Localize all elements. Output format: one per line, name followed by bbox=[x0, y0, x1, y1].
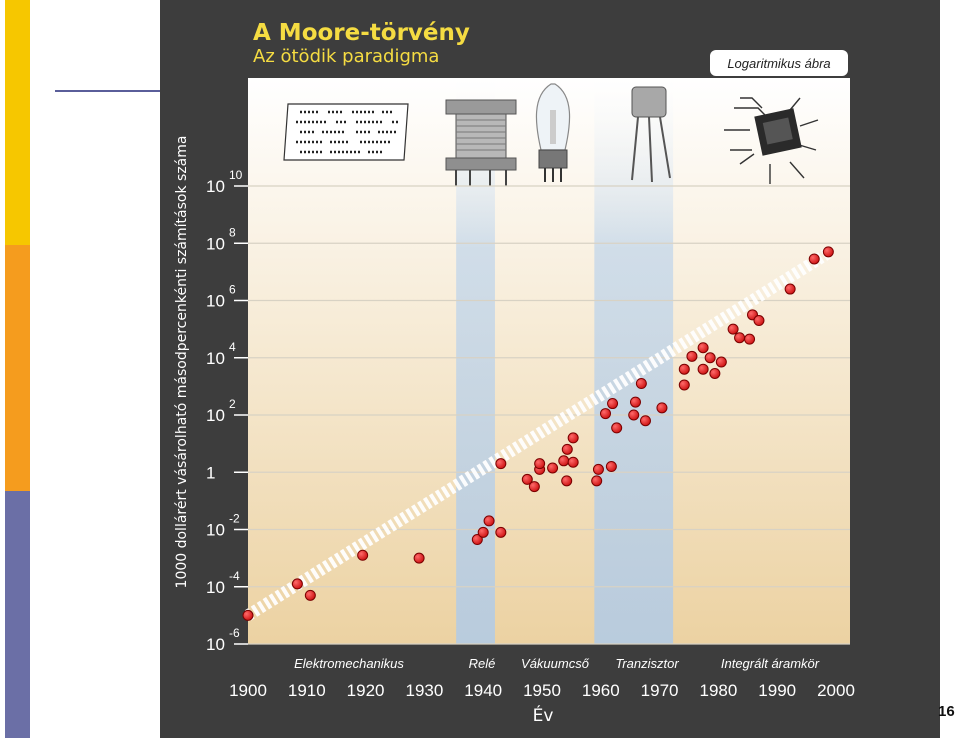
log-note: Logaritmikus ábra bbox=[727, 56, 830, 71]
x-tick-label: 1900 bbox=[229, 681, 267, 700]
data-point bbox=[629, 396, 641, 408]
x-tick-label: 1930 bbox=[405, 681, 443, 700]
y-tick-label: 10 bbox=[206, 406, 225, 425]
data-point bbox=[635, 378, 647, 390]
x-axis-title: Év bbox=[533, 704, 554, 726]
data-point bbox=[628, 409, 640, 421]
y-tick-label: 1 bbox=[206, 463, 215, 482]
y-tick-exponent: -4 bbox=[229, 569, 240, 583]
page-number: 16 bbox=[938, 703, 955, 720]
punch-card-illustration bbox=[283, 103, 409, 161]
data-point bbox=[561, 443, 573, 455]
accent-stripe-purple bbox=[5, 491, 30, 738]
data-point bbox=[534, 458, 546, 470]
data-point bbox=[744, 333, 756, 345]
accent-stripe-yellow bbox=[5, 0, 30, 245]
accent-stripe-orange bbox=[5, 245, 30, 491]
data-point bbox=[547, 462, 559, 474]
y-tick-exponent: 8 bbox=[229, 225, 236, 239]
x-tick-label: 1990 bbox=[758, 681, 796, 700]
slide-subtitle: Az ötödik paradigma bbox=[253, 46, 440, 67]
y-tick-label: 10 bbox=[206, 234, 225, 253]
vacuum-tube-illustration bbox=[535, 83, 571, 182]
paradigm-band bbox=[456, 78, 495, 644]
x-tick-label: 1920 bbox=[347, 681, 385, 700]
paradigm-label: Relé bbox=[469, 656, 496, 671]
data-point bbox=[592, 463, 604, 475]
data-point bbox=[697, 342, 709, 354]
x-tick-label: 2000 bbox=[817, 681, 855, 700]
data-point bbox=[521, 473, 533, 485]
y-tick-exponent: -6 bbox=[229, 626, 240, 640]
data-point bbox=[734, 332, 746, 344]
data-point bbox=[808, 253, 820, 265]
data-point bbox=[697, 363, 709, 375]
data-point bbox=[561, 475, 573, 487]
x-tick-label: 1940 bbox=[464, 681, 502, 700]
header-rule bbox=[55, 90, 160, 92]
data-point bbox=[639, 415, 651, 427]
data-point bbox=[495, 526, 507, 538]
data-point bbox=[357, 549, 369, 561]
integrated-circuit-illustration bbox=[724, 97, 819, 184]
y-tick-label: 10 bbox=[206, 349, 225, 368]
data-point bbox=[753, 315, 765, 327]
data-point bbox=[822, 246, 834, 258]
data-point bbox=[242, 609, 254, 621]
data-point bbox=[784, 283, 796, 295]
data-point bbox=[477, 526, 489, 538]
x-tick-label: 1980 bbox=[699, 681, 737, 700]
data-point bbox=[304, 589, 316, 601]
data-point bbox=[291, 578, 303, 590]
y-tick-label: 10 bbox=[206, 292, 225, 311]
data-point bbox=[413, 552, 425, 564]
slide-title: A Moore-törvény bbox=[253, 20, 470, 46]
paradigm-label: Tranzisztor bbox=[615, 656, 679, 671]
transistor-illustration bbox=[631, 86, 671, 183]
data-point bbox=[611, 422, 623, 434]
data-point bbox=[704, 352, 716, 364]
data-point bbox=[709, 367, 721, 379]
x-tick-label: 1970 bbox=[641, 681, 679, 700]
x-tick-label: 1950 bbox=[523, 681, 561, 700]
y-tick-exponent: 6 bbox=[229, 283, 236, 297]
data-point bbox=[528, 481, 540, 493]
data-point bbox=[607, 398, 619, 410]
data-point bbox=[567, 456, 579, 468]
y-tick-label: 10 bbox=[206, 177, 225, 196]
data-point bbox=[495, 458, 507, 470]
y-tick-exponent: 4 bbox=[229, 340, 236, 354]
x-tick-label: 1960 bbox=[582, 681, 620, 700]
data-point bbox=[471, 534, 483, 546]
log-note-box bbox=[710, 50, 848, 76]
x-tick-label: 1910 bbox=[288, 681, 326, 700]
y-axis-title: 1000 dollárért vásárolható másodpercenké… bbox=[174, 136, 190, 589]
y-tick-label: 10 bbox=[206, 635, 225, 654]
data-point bbox=[600, 408, 612, 420]
relay-illustration bbox=[445, 99, 517, 186]
y-tick-exponent: -2 bbox=[229, 512, 240, 526]
y-tick-exponent: 10 bbox=[229, 168, 243, 182]
paradigm-label: Elektromechanikus bbox=[294, 656, 404, 671]
y-tick-label: 10 bbox=[206, 578, 225, 597]
data-point bbox=[558, 455, 570, 467]
data-point bbox=[715, 356, 727, 368]
data-point bbox=[483, 515, 495, 527]
data-point bbox=[591, 475, 603, 487]
data-point bbox=[567, 432, 579, 444]
y-tick-label: 10 bbox=[206, 521, 225, 540]
data-point bbox=[686, 350, 698, 362]
data-point bbox=[678, 379, 690, 391]
paradigm-label: Vákuumcső bbox=[521, 656, 590, 671]
y-tick-exponent: 2 bbox=[229, 397, 236, 411]
data-point bbox=[678, 363, 690, 375]
data-point bbox=[605, 461, 617, 473]
data-point bbox=[727, 323, 739, 335]
paradigm-label: Integrált áramkör bbox=[721, 656, 820, 671]
trend-line bbox=[244, 246, 834, 621]
data-point bbox=[656, 402, 668, 414]
